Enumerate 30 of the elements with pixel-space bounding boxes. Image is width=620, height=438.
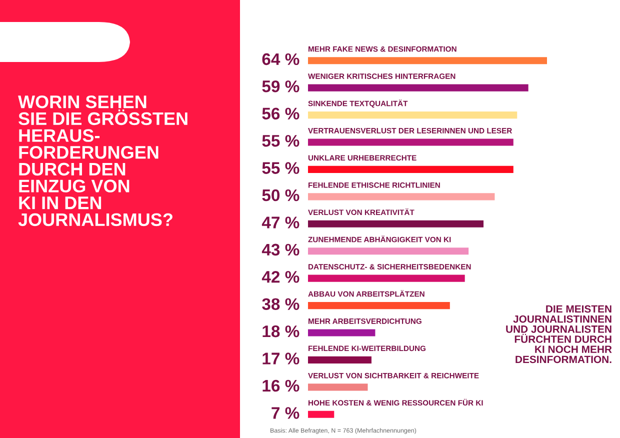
data-label: 38 % (262, 298, 300, 310)
bar (308, 248, 469, 255)
data-label: 17 % (262, 352, 300, 364)
bar (308, 112, 518, 119)
bar (308, 329, 376, 336)
bar (308, 356, 372, 364)
bar (308, 138, 514, 146)
data-label: 55 % (262, 162, 300, 174)
data-label: 64 % (262, 53, 300, 66)
bar (308, 410, 334, 418)
data-label: 56 % (262, 108, 300, 120)
annotation: DIE MEISTEN JOURNALISTINNEN UND JOURNALISTEN FÜRCHTEN DURCH KI NOCH MEHR DESINFORMATION. (506, 305, 612, 364)
data-label: 7 % (272, 407, 300, 419)
bar (308, 302, 450, 310)
data-label: 50 % (262, 189, 300, 202)
data-label: 47 % (262, 216, 300, 228)
bar (308, 166, 514, 173)
bar (308, 220, 484, 228)
data-label: 42 % (262, 270, 300, 283)
text: WORIN SEHEN SIE DIE GRÖSSTEN HERAUS- FORDERUNGEN DURCH DEN EINZUG VON KI IN DEN JOURNALISMUS? (18, 95, 188, 226)
data-label: 43 % (262, 244, 300, 256)
data-label: 55 % (262, 134, 300, 147)
data-label: 59 % (262, 80, 300, 92)
bar (308, 193, 495, 200)
bar (308, 84, 528, 92)
bar (308, 274, 465, 282)
bar (308, 57, 547, 64)
data-label: 16 % (262, 380, 300, 392)
bar (308, 384, 368, 391)
data-label: 18 % (262, 325, 300, 338)
